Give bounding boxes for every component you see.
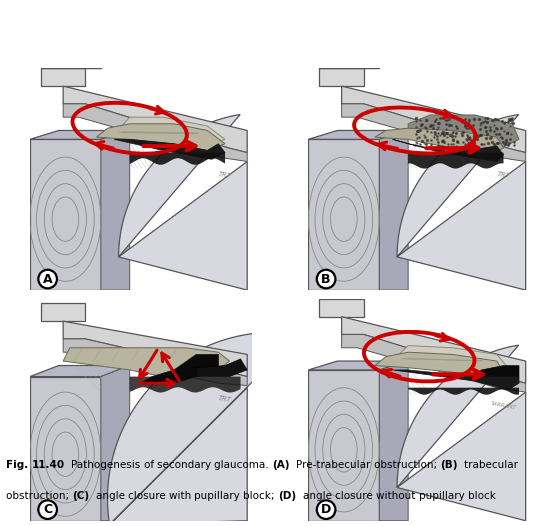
Text: trabecular: trabecular — [464, 460, 521, 470]
Polygon shape — [342, 335, 526, 392]
Polygon shape — [141, 355, 218, 383]
Circle shape — [317, 270, 335, 288]
Polygon shape — [393, 346, 508, 375]
Text: TRT: TRT — [218, 394, 232, 403]
Text: block;: block; — [244, 491, 278, 501]
Polygon shape — [30, 366, 130, 377]
Polygon shape — [408, 115, 519, 150]
Polygon shape — [96, 124, 225, 150]
Polygon shape — [397, 345, 526, 521]
Polygon shape — [108, 332, 300, 524]
Polygon shape — [130, 377, 241, 392]
Polygon shape — [63, 348, 230, 377]
Polygon shape — [30, 130, 130, 139]
Circle shape — [38, 270, 57, 288]
Polygon shape — [30, 299, 251, 521]
Polygon shape — [30, 68, 251, 290]
Polygon shape — [393, 139, 503, 161]
Polygon shape — [114, 117, 225, 146]
Text: closure: closure — [335, 491, 376, 501]
Polygon shape — [375, 128, 503, 155]
Text: 11.40: 11.40 — [31, 460, 64, 470]
Polygon shape — [196, 359, 247, 377]
Polygon shape — [379, 130, 408, 290]
Polygon shape — [342, 104, 526, 161]
Text: TARRANT: TARRANT — [491, 401, 516, 410]
Polygon shape — [309, 299, 530, 521]
Text: angle: angle — [303, 491, 335, 501]
Polygon shape — [319, 68, 364, 86]
Text: A: A — [43, 272, 53, 286]
Polygon shape — [375, 352, 503, 379]
Polygon shape — [475, 366, 519, 381]
Text: obstruction;: obstruction; — [374, 460, 440, 470]
Polygon shape — [408, 153, 503, 169]
Circle shape — [317, 500, 335, 519]
Text: glaucoma.: glaucoma. — [214, 460, 272, 470]
Text: (B): (B) — [440, 460, 458, 470]
Text: without: without — [376, 491, 418, 501]
Polygon shape — [114, 139, 225, 159]
Text: secondary: secondary — [157, 460, 214, 470]
Text: C: C — [43, 503, 52, 516]
Text: (C): (C) — [72, 491, 89, 501]
Text: of: of — [143, 460, 157, 470]
Text: B: B — [321, 272, 331, 286]
Polygon shape — [379, 361, 408, 521]
Polygon shape — [30, 377, 101, 521]
Polygon shape — [309, 130, 408, 139]
Text: (A): (A) — [272, 460, 290, 470]
Text: D: D — [321, 503, 331, 516]
Text: pupillary: pupillary — [194, 491, 244, 501]
Text: with: with — [169, 491, 194, 501]
Text: Fig.: Fig. — [6, 460, 31, 470]
Text: TRT: TRT — [218, 171, 232, 179]
Polygon shape — [63, 86, 247, 153]
Polygon shape — [119, 115, 247, 290]
Text: Pathogenesis: Pathogenesis — [71, 460, 143, 470]
Circle shape — [38, 500, 57, 519]
Polygon shape — [130, 153, 225, 165]
Polygon shape — [408, 388, 519, 394]
Text: pupillary: pupillary — [418, 491, 468, 501]
Polygon shape — [309, 68, 530, 290]
Polygon shape — [342, 86, 526, 153]
Polygon shape — [397, 115, 526, 290]
Polygon shape — [41, 304, 85, 321]
Text: angle: angle — [96, 491, 128, 501]
Polygon shape — [101, 366, 130, 521]
Polygon shape — [41, 68, 85, 86]
Text: closure: closure — [128, 491, 169, 501]
Polygon shape — [393, 370, 519, 390]
Polygon shape — [63, 321, 247, 377]
Polygon shape — [63, 104, 247, 161]
Text: TRT: TRT — [496, 171, 511, 179]
Polygon shape — [309, 370, 379, 521]
Polygon shape — [30, 139, 101, 290]
Text: block: block — [468, 491, 496, 501]
Polygon shape — [309, 139, 379, 290]
Text: (D): (D) — [278, 491, 296, 501]
Polygon shape — [319, 299, 364, 317]
Text: obstruction;: obstruction; — [6, 491, 72, 501]
Polygon shape — [342, 317, 526, 383]
Text: Pre-trabecular: Pre-trabecular — [296, 460, 374, 470]
Polygon shape — [101, 130, 130, 290]
Polygon shape — [309, 361, 408, 370]
Polygon shape — [63, 339, 247, 386]
